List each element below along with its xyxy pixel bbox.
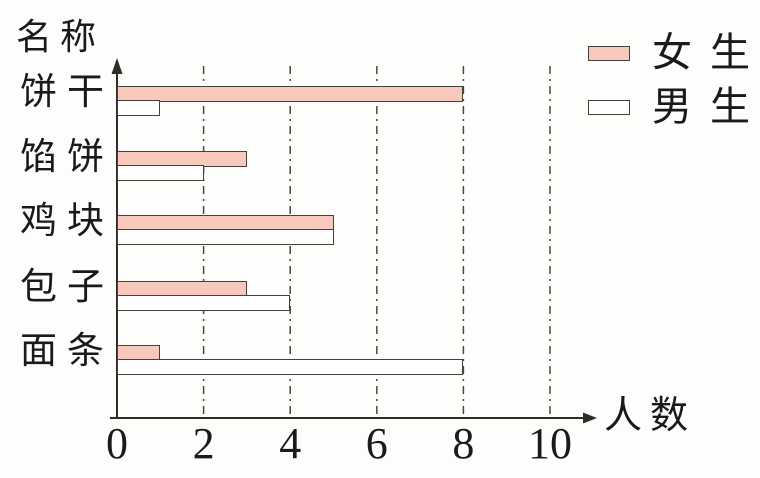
x-tick-label-10: 10 xyxy=(528,419,572,468)
bar-boys-饼干 xyxy=(117,100,161,116)
bar-girls-饼干 xyxy=(117,86,464,102)
legend-label-boys: 男生 xyxy=(652,84,760,129)
legend-item-boys: 男生 xyxy=(588,80,760,134)
x-tick-label-6: 6 xyxy=(365,419,388,468)
x-tick-label-0: 0 xyxy=(106,419,128,468)
x-tick-label-2: 2 xyxy=(192,419,215,468)
legend: 女生 男生 xyxy=(588,26,760,134)
x-tick-label-4: 4 xyxy=(279,419,302,468)
x-tick-label-8: 8 xyxy=(452,419,475,468)
bar-boys-面条 xyxy=(117,359,464,375)
legend-swatch-girls xyxy=(588,45,630,61)
y-axis-title: 名称 xyxy=(16,17,105,57)
bar-boys-鸡块 xyxy=(117,229,334,245)
legend-label-girls: 女生 xyxy=(652,30,760,75)
category-label-馅饼: 馅饼 xyxy=(20,137,114,178)
bar-boys-馅饼 xyxy=(117,165,204,181)
legend-swatch-boys xyxy=(588,99,630,115)
bar-boys-包子 xyxy=(117,295,291,311)
category-label-饼干: 饼干 xyxy=(20,72,114,113)
x-axis-title: 人数 xyxy=(604,395,697,437)
legend-item-girls: 女生 xyxy=(588,26,760,80)
category-label-鸡块: 鸡块 xyxy=(20,201,114,242)
category-label-包子: 包子 xyxy=(20,267,114,308)
category-label-面条: 面条 xyxy=(20,331,114,372)
